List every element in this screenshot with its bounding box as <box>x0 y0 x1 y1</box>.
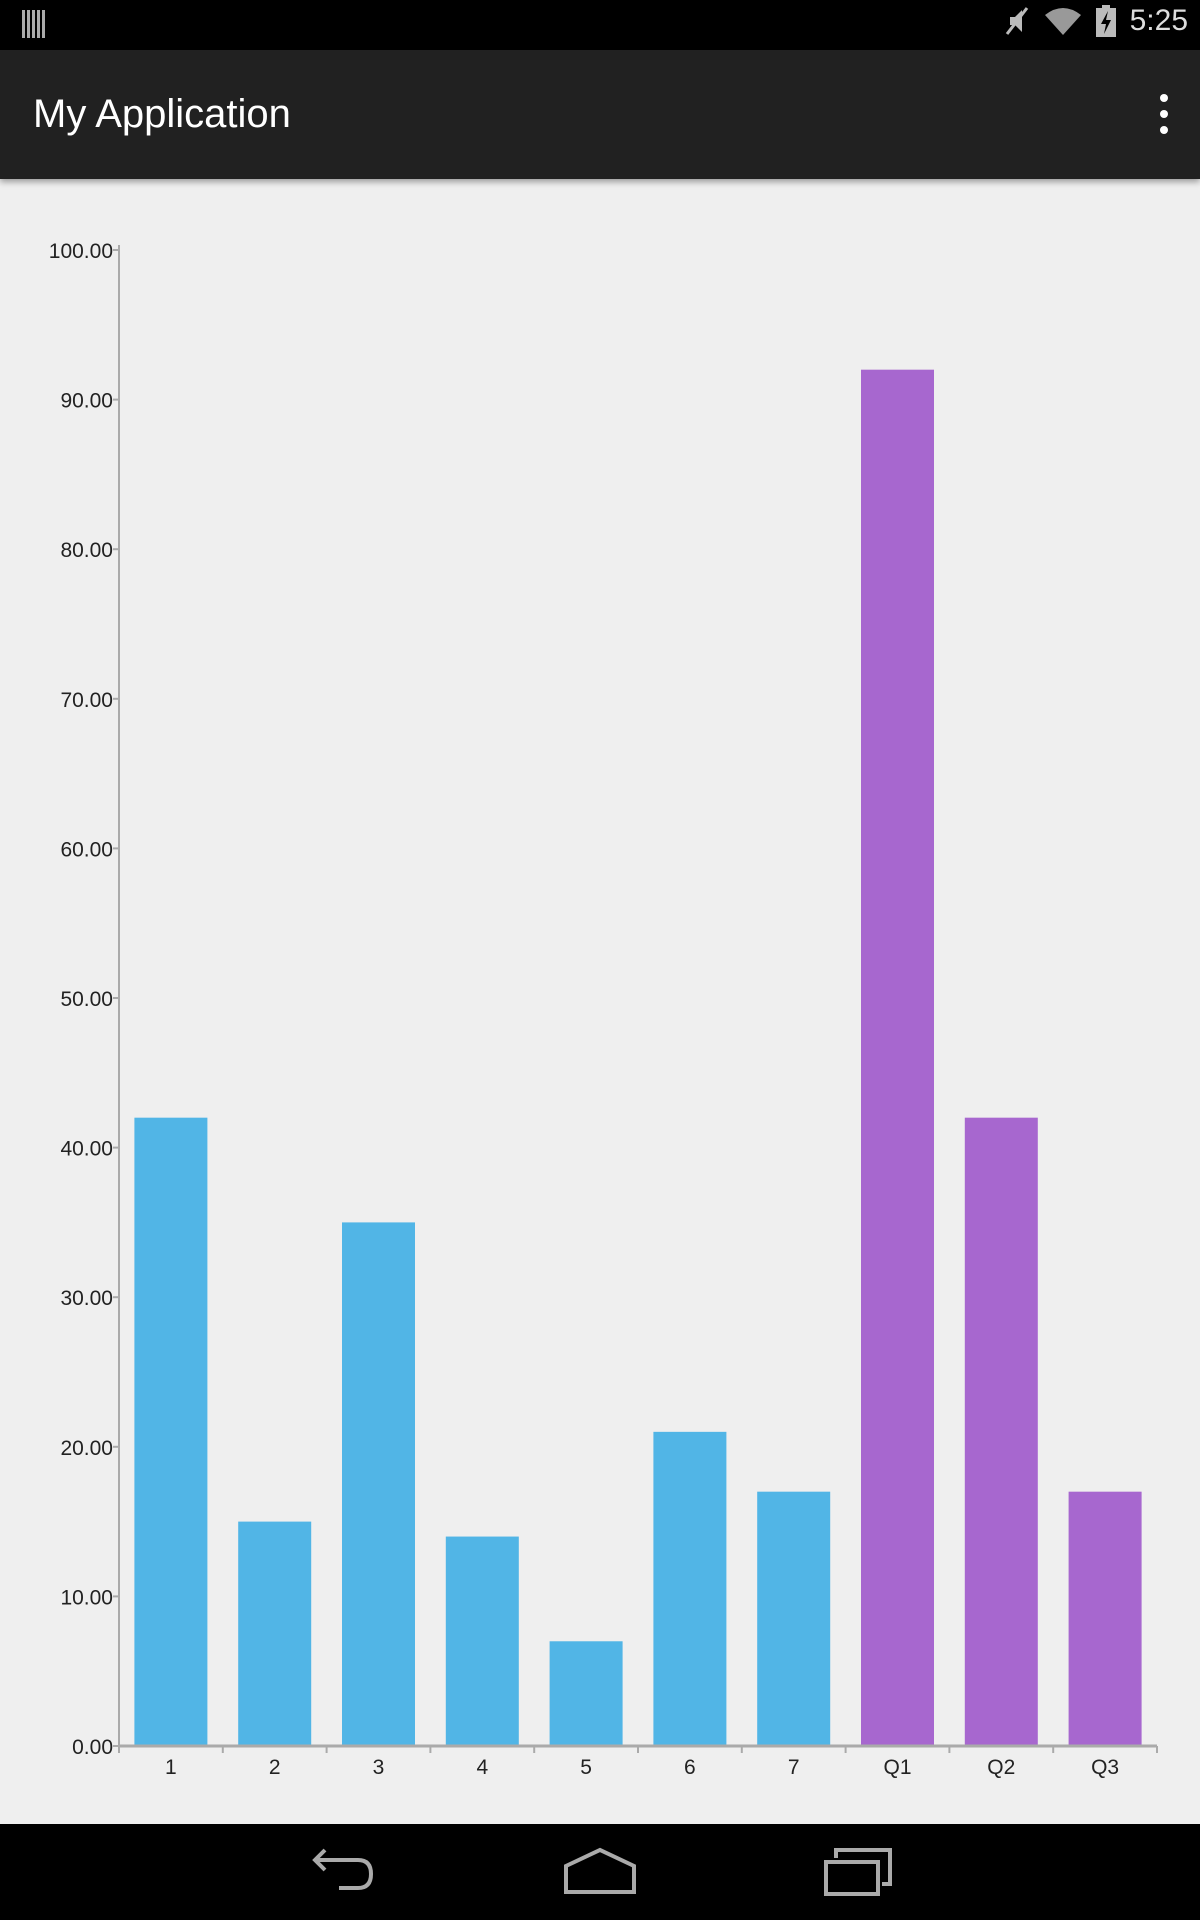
y-tick-label: 80.00 <box>60 539 113 562</box>
bar-chart: 1 2 3 4 5 6 7 Q1 Q2 Q3 0.00 10.00 20.00 30.00 40.00 50.… <box>49 240 1158 1779</box>
y-tick-label: 90.00 <box>60 390 113 413</box>
y-tick-label: 50.00 <box>60 988 113 1011</box>
bar-5 <box>549 1641 623 1746</box>
navigation-bar <box>0 1824 1200 1920</box>
x-tick-label: 6 <box>684 1756 696 1779</box>
bar-Q3 <box>1068 1491 1142 1746</box>
x-tick-label: 5 <box>580 1756 592 1779</box>
y-tick-label: 20.00 <box>60 1437 113 1460</box>
y-tick-label: 10.00 <box>60 1586 113 1609</box>
bar-1 <box>134 1117 208 1746</box>
x-tick-label: Q3 <box>1091 1756 1119 1779</box>
y-tick-label: 40.00 <box>60 1138 113 1161</box>
bar-2 <box>238 1521 312 1746</box>
x-tick-label: Q2 <box>987 1756 1015 1779</box>
bar-Q1 <box>861 369 934 1747</box>
back-icon[interactable] <box>303 1846 383 1898</box>
x-tick-label: Q1 <box>883 1756 911 1779</box>
home-icon[interactable] <box>560 1846 640 1898</box>
mute-icon <box>1005 7 1028 35</box>
bar-7 <box>757 1491 831 1746</box>
y-tick-label: 0.00 <box>72 1736 113 1759</box>
notification-icon <box>22 10 46 38</box>
x-tick-label: 7 <box>788 1756 800 1779</box>
y-tick-label: 70.00 <box>60 689 113 712</box>
app-bar: My Application <box>0 50 1200 179</box>
wifi-icon <box>1044 8 1081 35</box>
y-tick-label: 60.00 <box>60 838 113 861</box>
status-time: 5:25 <box>1129 4 1188 37</box>
status-bar: 5:25 <box>0 0 1200 50</box>
app-title: My Application <box>33 92 291 136</box>
bar-3 <box>342 1222 415 1746</box>
y-tick-label: 30.00 <box>60 1287 113 1310</box>
y-tick-label: 100.00 <box>49 240 113 263</box>
x-tick-label: 1 <box>165 1756 177 1779</box>
bar-4 <box>445 1536 519 1746</box>
bar-6 <box>653 1431 727 1746</box>
overflow-menu-icon[interactable] <box>1154 94 1174 134</box>
x-tick-label: 3 <box>373 1756 385 1779</box>
battery-charging-icon <box>1095 5 1116 37</box>
x-tick-label: 2 <box>269 1756 281 1779</box>
recent-apps-icon[interactable] <box>820 1846 900 1898</box>
x-tick-label: 4 <box>476 1756 488 1779</box>
bar-Q2 <box>964 1117 1038 1746</box>
